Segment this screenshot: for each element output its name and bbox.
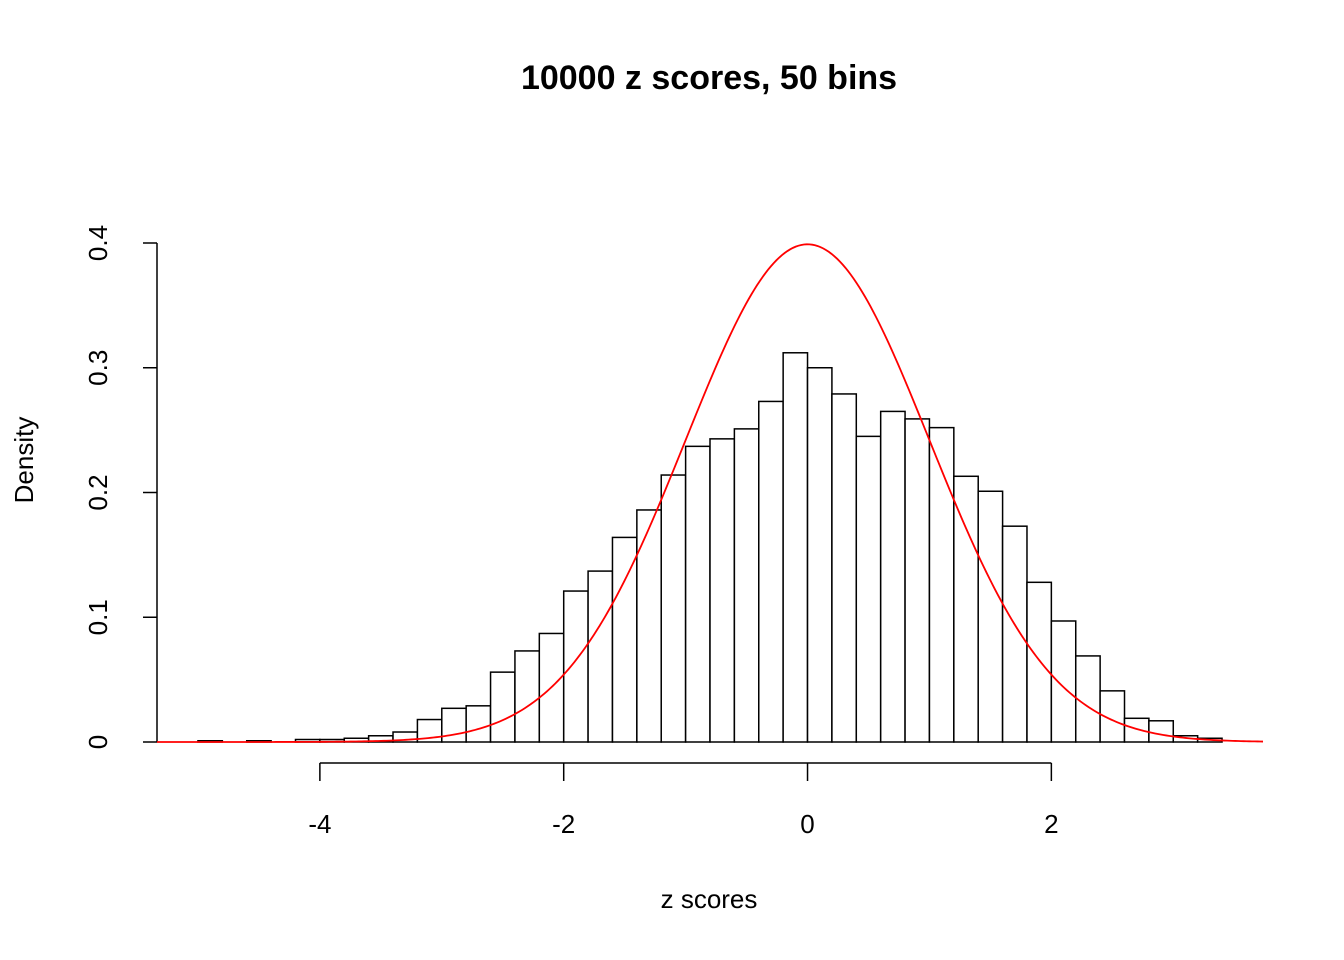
bar: [806, 367, 833, 743]
y-tick-label: 0: [83, 735, 113, 749]
bar: [879, 410, 906, 743]
bar: [1123, 717, 1150, 743]
bar: [684, 445, 711, 743]
x-tick-label: 2: [1044, 809, 1058, 839]
bar: [1148, 720, 1175, 743]
bar: [514, 650, 541, 743]
bar: [660, 474, 687, 743]
bar: [782, 352, 809, 743]
x-tick-label: -2: [552, 809, 575, 839]
y-tick-label: 0.2: [83, 474, 113, 510]
bar: [465, 705, 492, 743]
bar: [855, 435, 882, 743]
y-tick-label: 0.4: [83, 225, 113, 261]
bar: [489, 671, 516, 743]
bar: [758, 400, 784, 743]
bar: [977, 490, 1004, 743]
x-axis-label: z scores: [661, 884, 758, 914]
x-tick-label: -4: [308, 809, 331, 839]
bar: [441, 707, 467, 743]
bar: [709, 438, 736, 743]
y-tick-label: 0.3: [83, 350, 113, 386]
bar: [831, 393, 858, 743]
bar: [1050, 620, 1077, 743]
bar: [733, 428, 760, 743]
y-tick-label: 0.1: [83, 599, 113, 635]
chart-title: 10000 z scores, 50 bins: [521, 59, 897, 97]
bar: [904, 418, 931, 743]
y-axis-label: Density: [9, 417, 39, 504]
bar: [636, 509, 662, 743]
bar: [1074, 655, 1101, 743]
bar: [562, 590, 589, 743]
x-tick-label: 0: [800, 809, 814, 839]
bar: [1026, 581, 1053, 743]
density-curve: [157, 243, 1264, 743]
bar: [928, 426, 955, 743]
bar: [611, 536, 638, 743]
bar: [587, 570, 614, 743]
bar: [953, 475, 979, 743]
bar: [1001, 525, 1028, 743]
